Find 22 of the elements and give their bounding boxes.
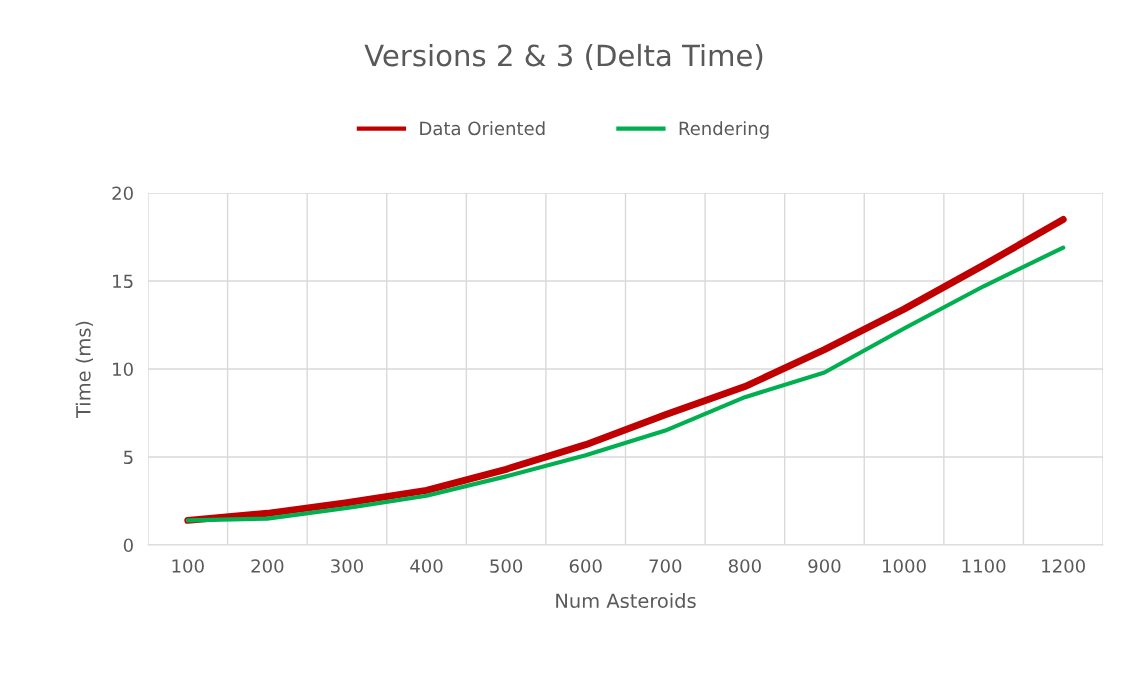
x-tick-label: 100 (172, 559, 204, 573)
x-tick-label: 200 (251, 559, 284, 573)
chart-title: Versions 2 & 3 (Delta Time) (364, 43, 763, 70)
x-tick-label: 1000 (883, 559, 926, 573)
x-tick-label: 400 (410, 559, 443, 573)
x-tick-label: 600 (569, 559, 602, 573)
x-tick-label: 1100 (962, 559, 1006, 573)
x-tick-label: 500 (490, 559, 523, 573)
y-tick-label: 20 (112, 186, 133, 201)
x-tick-label: 800 (728, 559, 761, 573)
y-axis-title: Time (ms) (75, 321, 93, 419)
y-tick-label: 0 (123, 538, 133, 553)
x-tick-label: 900 (808, 559, 841, 573)
x-tick-label: 1200 (1042, 559, 1085, 573)
x-tick-label: 300 (331, 559, 363, 573)
legend-label: Data Oriented (420, 121, 545, 136)
y-tick-label: 5 (124, 450, 133, 465)
x-axis-title: Num Asteroids (556, 593, 696, 609)
legend-label: Rendering (679, 121, 769, 139)
y-tick-label: 10 (113, 362, 133, 377)
y-tick-label: 15 (113, 274, 133, 289)
x-tick-label: 700 (649, 559, 682, 573)
